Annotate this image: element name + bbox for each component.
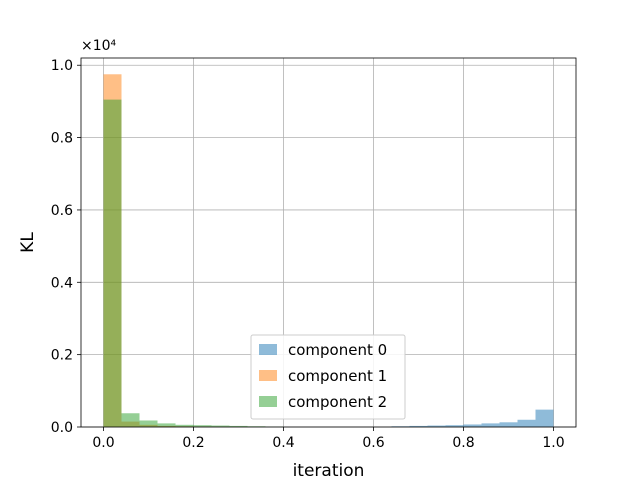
x-tick-label: 1.0 [542, 435, 564, 451]
y-tick-label: 0.4 [51, 275, 73, 291]
x-tick-label: 0.6 [362, 435, 384, 451]
histogram-bar [103, 99, 122, 428]
y-tick-label: 1.0 [51, 58, 73, 74]
legend-label: component 0 [288, 341, 387, 359]
histogram-bar [517, 419, 536, 427]
histogram-bar [211, 425, 230, 427]
x-axis: 0.0 0.2 0.4 0.6 0.8 1.0 [92, 427, 565, 451]
histogram-bar [499, 422, 518, 427]
y-axis-offset-label: ×10⁴ [81, 38, 117, 54]
histogram-bar [445, 425, 464, 427]
histogram-bar [427, 425, 446, 427]
x-tick-label: 0.8 [452, 435, 474, 451]
x-tick-label: 0.4 [272, 435, 294, 451]
x-tick-label: 0.0 [92, 435, 114, 451]
histogram-bar [409, 425, 428, 427]
legend-swatch [259, 344, 277, 355]
legend-box [250, 334, 406, 420]
histogram-bar [535, 409, 554, 427]
x-tick-label: 0.2 [182, 435, 204, 451]
histogram-bar [481, 423, 500, 427]
y-axis: 0.0 0.2 0.4 0.6 0.8 1.0 [51, 58, 81, 436]
histogram-bar [139, 420, 158, 427]
series-2 [103, 99, 284, 428]
histogram-bar [229, 425, 248, 427]
legend-swatch [259, 370, 277, 381]
histogram-bar [175, 424, 194, 427]
x-axis-title: iteration [293, 461, 365, 480]
y-tick-label: 0.6 [51, 203, 73, 219]
plot-frame [80, 57, 577, 428]
y-tick-label: 0.0 [51, 420, 73, 436]
legend-label: component 1 [288, 367, 387, 385]
y-tick-label: 0.8 [51, 131, 73, 147]
histogram-bar [463, 424, 482, 427]
bars [103, 74, 554, 428]
legend: component 0 component 1 component 2 [250, 334, 406, 420]
y-tick-label: 0.2 [51, 348, 73, 364]
series-0 [391, 409, 554, 427]
histogram-bar [157, 423, 176, 427]
legend-label: component 2 [288, 393, 387, 411]
series-1 [103, 74, 266, 427]
y-axis-title: KL [18, 232, 38, 253]
histogram-bar [121, 413, 140, 427]
histogram-bar [193, 425, 212, 427]
legend-swatch [259, 396, 277, 407]
